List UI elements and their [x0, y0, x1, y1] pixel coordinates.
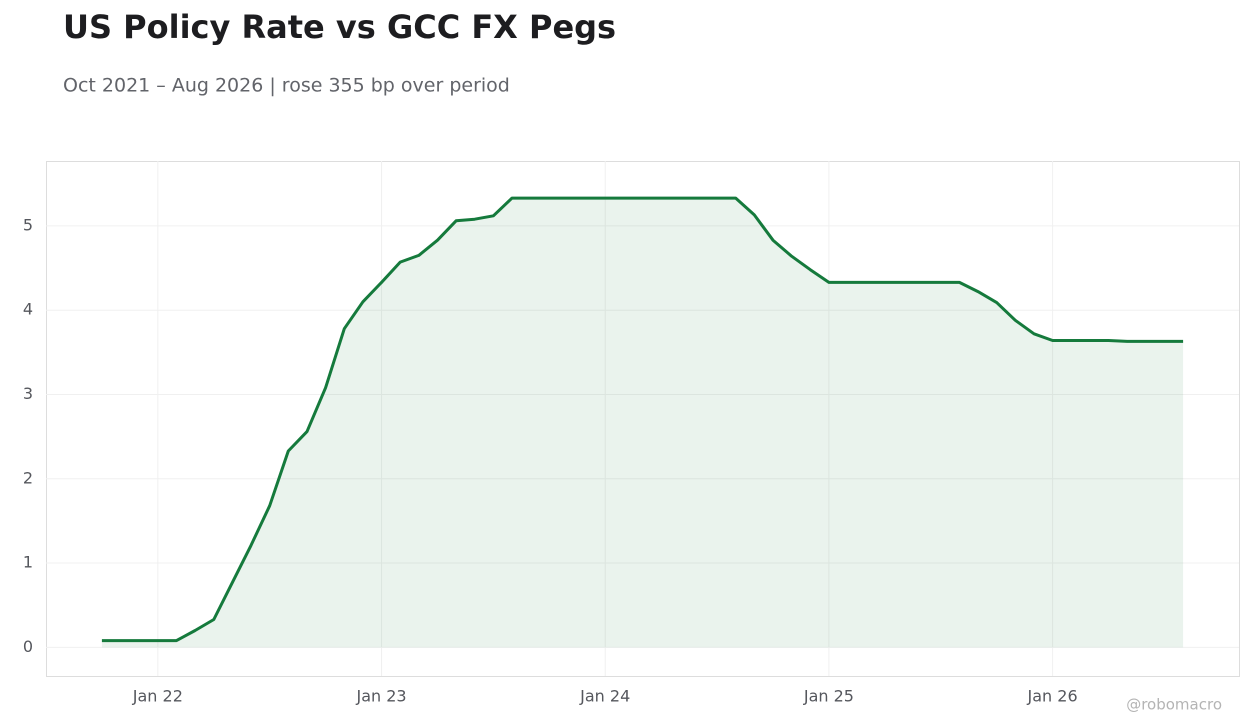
area-fill	[101, 198, 1184, 648]
y-tick-label: 1	[23, 553, 33, 572]
y-tick-label: 4	[23, 300, 33, 319]
x-tick-label: Jan 25	[803, 687, 854, 706]
x-tick-label: Jan 24	[579, 687, 630, 706]
x-tick-label: Jan 23	[355, 687, 406, 706]
y-tick-label: 5	[23, 215, 33, 234]
chart-subtitle: Oct 2021 – Aug 2026 | rose 355 bp over p…	[63, 75, 510, 97]
y-tick-label: 2	[23, 468, 33, 487]
plot-frame	[46, 161, 1240, 677]
watermark: @robomacro	[1126, 696, 1222, 714]
line	[101, 196, 1184, 643]
y-tick-label: 3	[23, 384, 33, 403]
x-tick-label: Jan 22	[132, 687, 183, 706]
x-tick-label: Jan 26	[1027, 687, 1078, 706]
chart-title: US Policy Rate vs GCC FX Pegs	[63, 8, 616, 46]
y-tick-label: 0	[23, 637, 33, 656]
